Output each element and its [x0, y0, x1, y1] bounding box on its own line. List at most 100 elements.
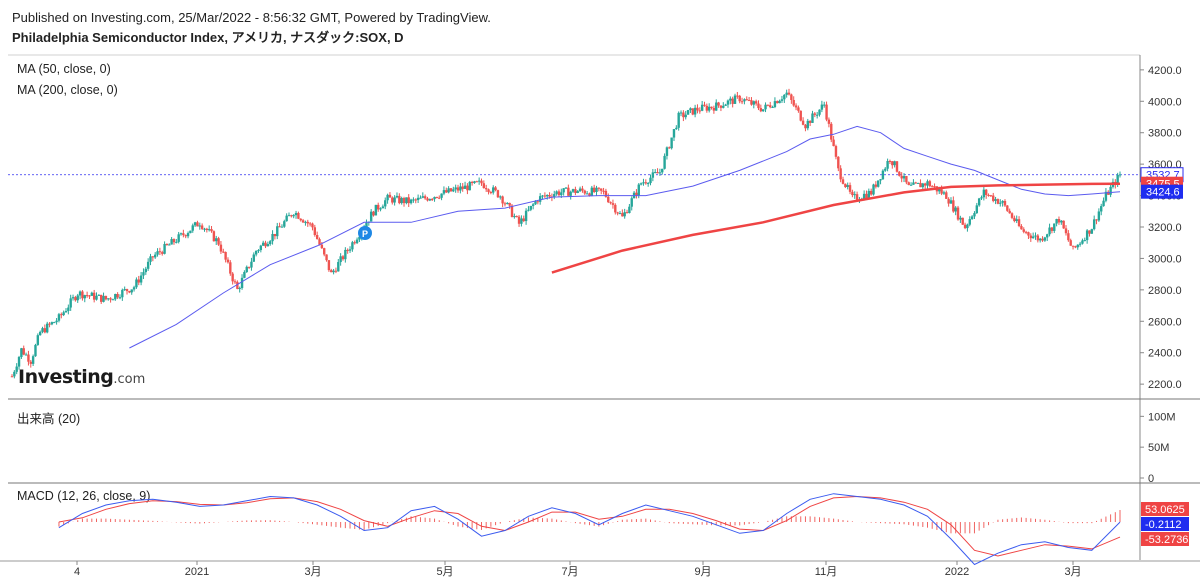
candle-body: [20, 348, 23, 358]
candle-body: [1088, 230, 1091, 234]
x-tick-label: 11月: [815, 566, 837, 578]
candle-body: [151, 256, 155, 258]
candle-body: [306, 221, 309, 224]
candle-body: [611, 203, 615, 205]
candle-body: [365, 222, 368, 228]
candle-body: [825, 104, 828, 120]
candle-body: [945, 192, 948, 199]
candle-body: [874, 184, 878, 187]
candle-body: [503, 203, 507, 205]
candle-body: [245, 266, 248, 272]
candle-body: [261, 242, 265, 246]
volume-label: 出来高 (20): [17, 412, 81, 426]
candle-body: [170, 239, 173, 245]
candle-body: [50, 322, 54, 325]
candle-body: [790, 94, 793, 100]
candle-body: [916, 182, 920, 184]
candle-body: [1050, 227, 1054, 231]
candle-body: [238, 288, 241, 290]
candle-body: [513, 216, 516, 218]
candle-body: [97, 294, 101, 296]
candle-body: [578, 188, 582, 192]
candle-body: [1008, 210, 1011, 214]
candle-body: [797, 107, 800, 111]
candle-body: [271, 233, 274, 242]
volume-tick-label: 50M: [1148, 442, 1169, 454]
candle-body: [891, 161, 894, 166]
candle-body: [567, 187, 570, 196]
candle-body: [968, 219, 971, 225]
candle-body: [839, 168, 842, 180]
candle-body: [301, 220, 305, 223]
candle-body: [949, 200, 953, 204]
candle-body: [1015, 219, 1018, 222]
candle-body: [480, 180, 483, 184]
candle-body: [1076, 244, 1079, 248]
candle-body: [379, 208, 382, 210]
price-label-ma50: [1141, 184, 1183, 199]
candle-body: [184, 235, 187, 237]
candle-body: [557, 191, 561, 196]
candle-body: [851, 191, 854, 196]
candle-body: [224, 251, 227, 260]
candle-body: [466, 185, 469, 191]
candle-body: [1109, 186, 1112, 195]
candle-body: [546, 194, 549, 197]
candle-body: [83, 295, 86, 299]
macd-value-text: -0.2112: [1145, 519, 1182, 531]
candle-body: [182, 233, 185, 236]
candle-body: [123, 289, 126, 291]
candle-body: [703, 104, 706, 106]
price-label-text: 3424.6: [1146, 187, 1180, 199]
candle-body: [88, 295, 91, 297]
candle-body: [644, 182, 648, 184]
candle-body: [85, 295, 89, 297]
candle-body: [344, 249, 347, 260]
candle-body: [104, 295, 108, 300]
candle-body: [278, 226, 281, 228]
candle-body: [689, 108, 692, 111]
candle-body: [975, 205, 979, 214]
x-tick-label: 5月: [436, 566, 453, 578]
candle-body: [1034, 235, 1037, 237]
candle-body: [658, 172, 662, 174]
candle-body: [287, 215, 291, 217]
candle-body: [391, 197, 394, 203]
candle-body: [541, 195, 544, 197]
candle-body: [484, 188, 488, 190]
candle-body: [1006, 205, 1009, 211]
candle-body: [400, 198, 403, 204]
candle-body: [769, 105, 772, 108]
candle-body: [240, 277, 244, 289]
candle-body: [292, 215, 295, 217]
candle-body: [130, 289, 133, 293]
candle-body: [564, 187, 568, 189]
candle-body: [15, 366, 18, 372]
candle-body: [252, 254, 255, 262]
candle-body: [1001, 200, 1004, 203]
candle-body: [146, 261, 150, 269]
candle-body: [76, 295, 79, 301]
candle-body: [341, 256, 345, 260]
candle-body: [792, 99, 795, 106]
candle-body: [581, 188, 584, 191]
candle-body: [144, 268, 148, 273]
candle-body: [217, 238, 220, 245]
candle-body: [1097, 211, 1101, 221]
candle-body: [914, 182, 917, 184]
candle-body: [745, 99, 748, 101]
candle-body: [412, 199, 415, 201]
candle-body: [254, 250, 258, 255]
y-tick-label: 2400.0: [1148, 348, 1182, 360]
candle-body: [496, 190, 500, 198]
x-tick-label: 2022: [945, 566, 969, 578]
candle-body: [38, 331, 42, 336]
macd-signal-line: [58, 495, 1121, 557]
ma200-line: [551, 182, 1121, 274]
candle-body: [102, 295, 105, 302]
candle-body: [1038, 238, 1042, 241]
candle-body: [1048, 227, 1051, 235]
candle-body: [823, 104, 826, 106]
candle-body: [320, 244, 324, 249]
